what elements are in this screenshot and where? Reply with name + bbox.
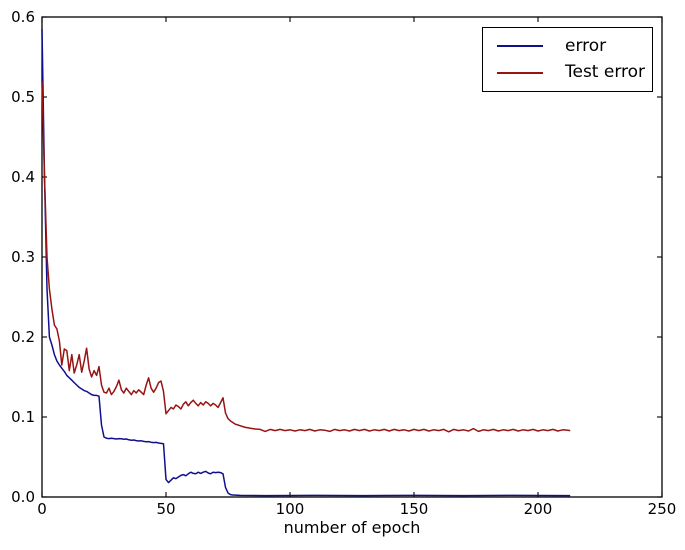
x-tick-label: 0: [37, 500, 47, 518]
y-tick-label: 0.0: [11, 488, 35, 506]
x-tick-label: 200: [524, 500, 553, 518]
x-tick-label: 50: [156, 500, 175, 518]
x-tick-label: 250: [648, 500, 677, 518]
test-error-line: [41, 80, 571, 433]
plot-area: 0 50 100 150 200 250 0.0 0.1 0.2 0.3 0.4 0.5 0.6: [11, 8, 676, 518]
y-tick-label: 0.1: [11, 408, 35, 426]
x-tick-label: 150: [400, 500, 429, 518]
legend-entry-error: error: [483, 35, 652, 56]
test-error-line-swatch: [497, 71, 543, 74]
legend-label-error: error: [565, 35, 607, 56]
y-tick-label: 0.3: [11, 248, 35, 266]
x-tick-label: 100: [276, 500, 305, 518]
error-line: [41, 28, 571, 497]
y-tick-label: 0.2: [11, 328, 35, 346]
legend-label-test-error: Test error: [565, 62, 646, 83]
y-tick-label: 0.6: [11, 8, 35, 26]
legend-entry-test-error: Test error: [483, 64, 652, 81]
y-tick-label: 0.5: [11, 88, 35, 106]
legend-box: error Test error: [482, 27, 653, 92]
y-tick-label: 0.4: [11, 168, 35, 186]
error-line-swatch: [497, 45, 543, 48]
x-axis-label: number of epoch: [284, 518, 421, 537]
